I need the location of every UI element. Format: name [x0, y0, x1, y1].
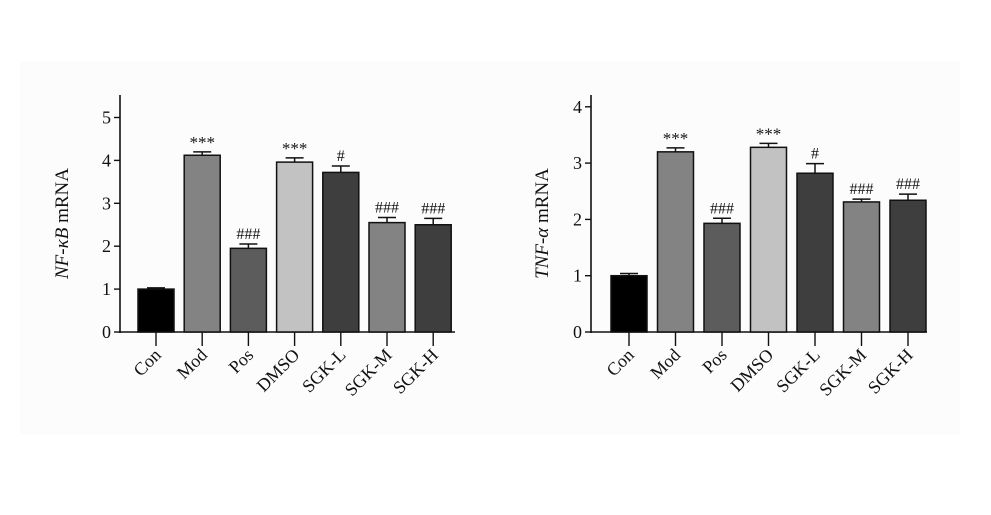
significance-label: ###	[375, 199, 399, 216]
bar-sgk-h	[414, 224, 452, 333]
significance-label: ###	[896, 176, 920, 193]
x-tick-label: DMSO	[253, 345, 304, 396]
chart-1: 0 1 2 3 4 5 NF-κB mRNA Con *** Mod ### Pos *** DMSO # S…	[52, 95, 455, 400]
significance-label: ###	[710, 200, 734, 217]
bar-pos	[229, 247, 268, 333]
x-tick-label: Mod	[646, 345, 684, 383]
y-axis-label-rest: mRNA	[532, 168, 553, 228]
y-tick-label: 1	[102, 279, 111, 299]
significance-label: ***	[189, 133, 215, 152]
significance-label: ###	[421, 200, 445, 217]
bar-sgk-l	[796, 172, 834, 333]
x-tick-label: Con	[602, 345, 637, 380]
y-tick-label: 2	[102, 236, 111, 256]
y-tick-label: 0	[573, 322, 582, 342]
y-tick-label: 4	[102, 150, 111, 170]
y-tick-label: 1	[573, 266, 582, 286]
significance-label: #	[337, 148, 345, 165]
y-axis-label-rest: mRNA	[52, 168, 73, 228]
significance-label: #	[811, 146, 819, 163]
y-tick-label: 2	[573, 209, 582, 229]
significance-label: ***	[663, 129, 689, 148]
y-axis-label-italic: NF-κB	[52, 227, 73, 280]
x-tick-label: Pos	[225, 345, 258, 378]
bar-pos	[703, 222, 741, 333]
chart-2: 0 1 2 3 4 TNF-α mRNA Con *** Mod ### Pos *** DMSO # SG…	[532, 95, 927, 400]
x-tick-label: SGK-H	[389, 345, 442, 398]
x-tick-label: Con	[129, 345, 164, 380]
bar-sgk-h	[889, 199, 927, 333]
y-tick-label: 3	[102, 193, 111, 213]
significance-label: ***	[756, 124, 782, 143]
y-tick-label: 0	[102, 322, 111, 342]
y-tick-label: 5	[102, 108, 111, 128]
y-axis-label: NF-κB mRNA	[52, 168, 73, 280]
x-tick-label: SGK-M	[341, 345, 396, 400]
y-axis-label: TNF-α mRNA	[532, 168, 553, 279]
significance-label: ###	[850, 181, 874, 198]
y-tick-label: 3	[573, 153, 582, 173]
x-tick-label: Pos	[698, 345, 731, 378]
x-tick-label: DMSO	[726, 345, 777, 396]
x-tick-label: SGK-M	[815, 345, 870, 400]
bar-sgk-m	[368, 221, 406, 333]
bar-mod	[656, 151, 695, 333]
y-tick-label: 4	[573, 97, 582, 117]
bar-con	[137, 288, 175, 333]
significance-label: ***	[282, 139, 308, 158]
x-tick-label: SGK-L	[298, 345, 350, 397]
x-tick-label: SGK-L	[772, 345, 824, 397]
bar-sgk-l	[322, 171, 360, 333]
bar-dmso	[275, 161, 314, 333]
bar-dmso	[749, 146, 788, 333]
bar-mod	[183, 154, 221, 333]
bar-sgk-m	[842, 201, 881, 333]
y-axis-label-italic: TNF-α	[532, 227, 553, 279]
x-tick-label: SGK-H	[864, 345, 917, 398]
bar-con	[610, 274, 648, 333]
x-tick-label: Mod	[173, 345, 211, 383]
significance-label: ###	[236, 226, 260, 243]
